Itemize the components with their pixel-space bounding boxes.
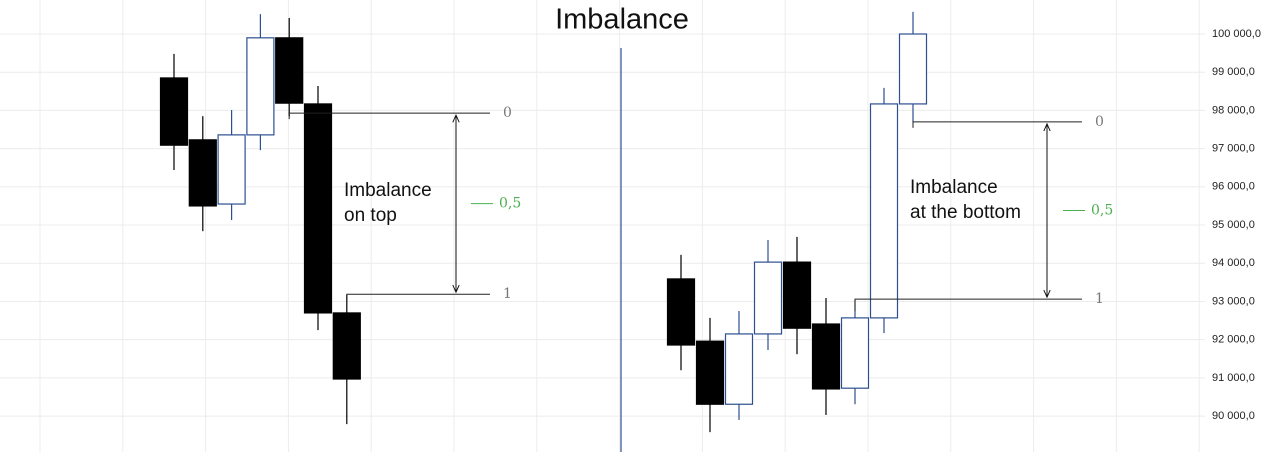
annotation: Imbalance [910,177,998,198]
candle-body [869,103,899,319]
candle-body [303,103,333,314]
candle-body [275,37,304,104]
candle-body [840,317,870,389]
candle-body [217,134,246,205]
y-tick-label: 90 000,0 [1212,410,1255,422]
candle-body [724,333,754,405]
candle-body [188,139,217,207]
annotation: Imbalance [344,180,432,201]
candle-body [159,77,189,146]
annotation: on top [344,205,397,226]
level-label: 0 [1095,114,1104,130]
annotation: at the bottom [910,202,1021,223]
level-label: 1 [503,286,512,302]
level-label: 1 [1095,291,1104,307]
y-tick-label: 98 000,0 [1212,104,1255,116]
y-tick-label: 91 000,0 [1212,372,1255,384]
y-tick-label: 94 000,0 [1212,257,1255,269]
candle-body [246,37,275,136]
y-tick-label: 96 000,0 [1212,181,1255,193]
candle-body [666,278,696,346]
y-tick-label: 92 000,0 [1212,334,1255,346]
candle-body [898,33,928,105]
y-tick-label: 97 000,0 [1212,143,1255,155]
y-tick-label: 100 000,0 [1212,28,1261,40]
grid [0,0,1205,452]
level-line [288,112,490,120]
candle-body [782,261,812,329]
y-tick-label: 93 000,0 [1212,295,1255,307]
level-line [854,298,1082,312]
y-tick-label: 95 000,0 [1212,219,1255,231]
level-line [912,121,1082,128]
candle-body [753,261,783,335]
level-line [346,293,490,307]
candle-body [695,340,725,405]
candle-body [332,312,361,380]
chart-title: Imbalance [555,4,689,36]
level-label: 0,5 [1091,203,1113,219]
candle-body [811,323,841,390]
level-label: 0 [503,105,512,121]
level-label: 0,5 [499,196,521,212]
y-tick-label: 99 000,0 [1212,66,1255,78]
